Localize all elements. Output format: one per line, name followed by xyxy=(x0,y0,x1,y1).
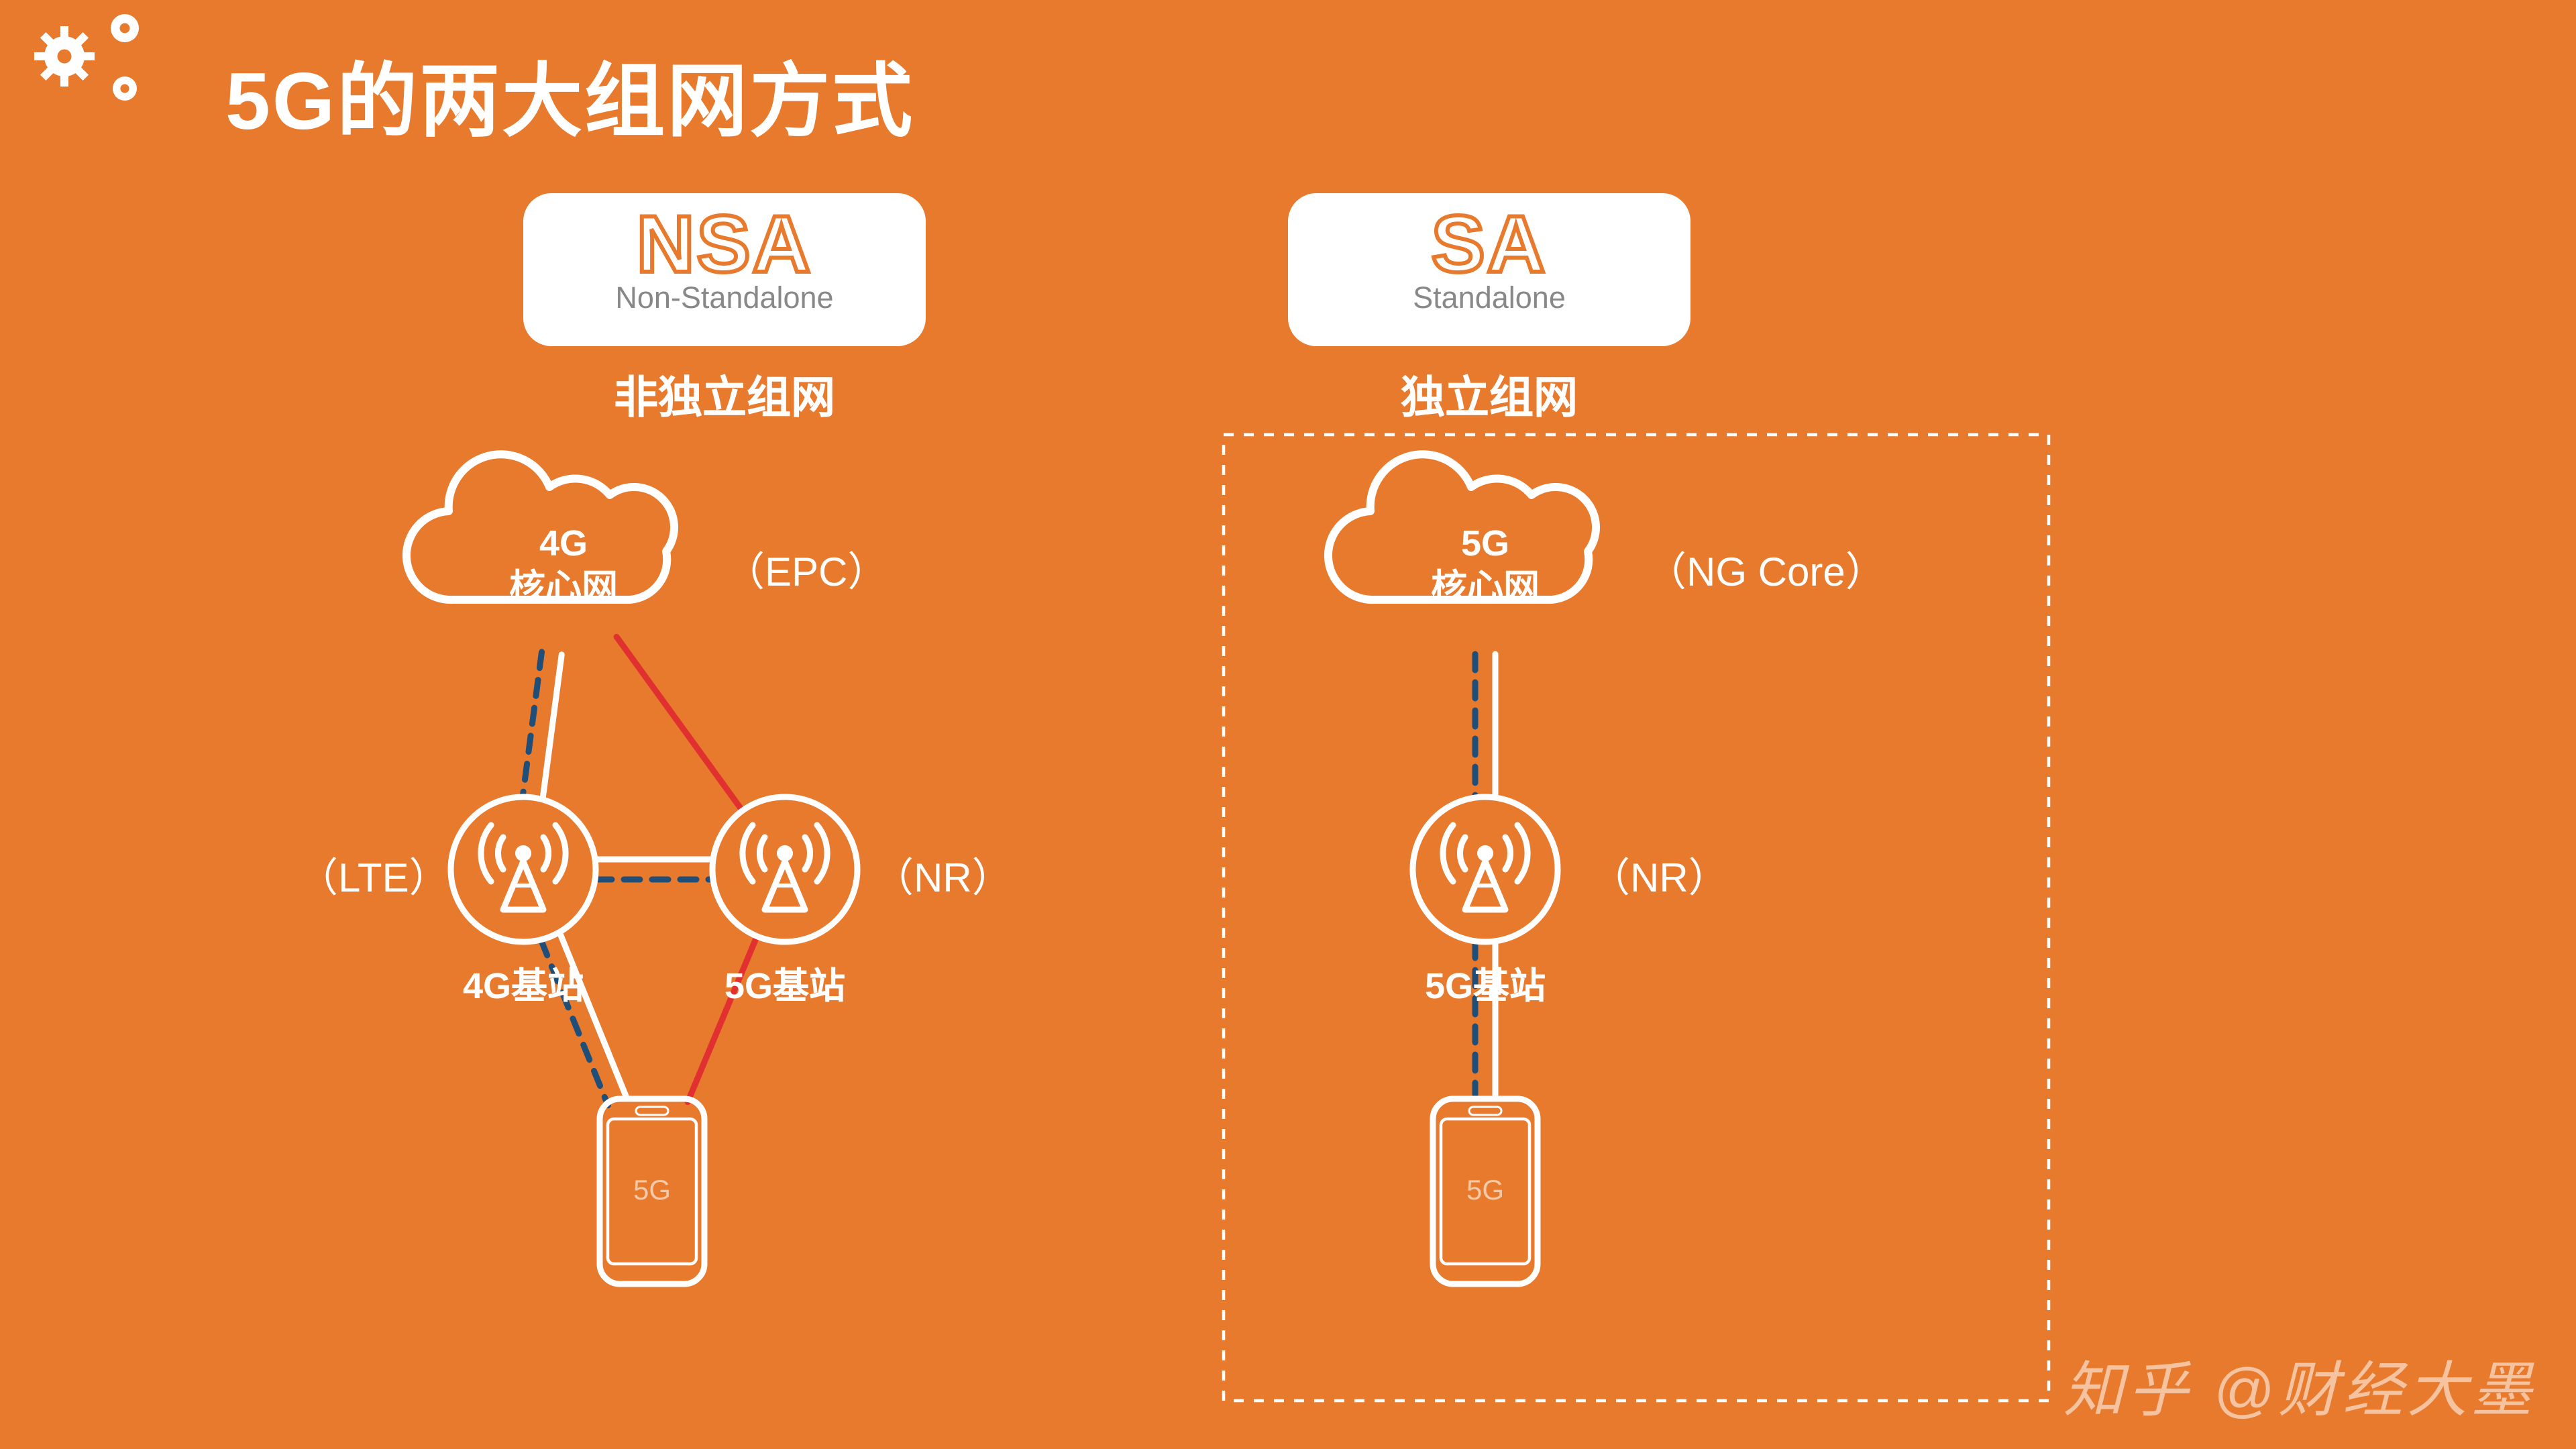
sa-station5g-icon xyxy=(1413,797,1558,942)
nsa-cloud-icon: 4G核心网 xyxy=(407,454,674,608)
sa-cloud-icon: 5G核心网 xyxy=(1328,454,1596,608)
svg-text:4G: 4G xyxy=(539,523,588,564)
nsa-station5g-annot: （NR） xyxy=(873,845,1012,904)
nsa-edge-cloud-station4g-solid_white xyxy=(543,655,561,799)
sa-phone-icon: 5G xyxy=(1433,1099,1538,1284)
svg-text:5G: 5G xyxy=(1466,1174,1504,1205)
svg-text:核心网: 核心网 xyxy=(509,568,618,608)
nsa-edge-cloud-station4g-dashed_blue xyxy=(523,652,541,796)
sa-station5g-label: 5G基站 xyxy=(1413,958,1558,1010)
svg-text:5G: 5G xyxy=(633,1174,671,1205)
diagram-svg: 4G核心网5G5G核心网5G xyxy=(0,0,2576,1449)
svg-text:5G: 5G xyxy=(1461,523,1509,564)
sa-bounding-box xyxy=(1224,435,2049,1401)
nsa-station5g-icon xyxy=(712,797,857,942)
sa-station5g-annot: （NR） xyxy=(1590,845,1729,904)
nsa-cloud-annot: （EPC） xyxy=(724,539,888,598)
nsa-phone-icon: 5G xyxy=(600,1099,704,1284)
watermark: 知乎 @财经大墨 xyxy=(2063,1340,2536,1429)
nsa-station4g-label: 4G基站 xyxy=(451,958,596,1010)
nsa-edge-cloud-station5g-solid_red xyxy=(616,637,743,810)
nsa-station4g-icon xyxy=(451,797,596,942)
svg-text:核心网: 核心网 xyxy=(1431,568,1540,608)
nsa-station5g-label: 5G基站 xyxy=(712,958,857,1010)
sa-cloud-annot: （NG Core） xyxy=(1646,539,1886,598)
nsa-station4g-annot: （LTE） xyxy=(298,845,449,904)
